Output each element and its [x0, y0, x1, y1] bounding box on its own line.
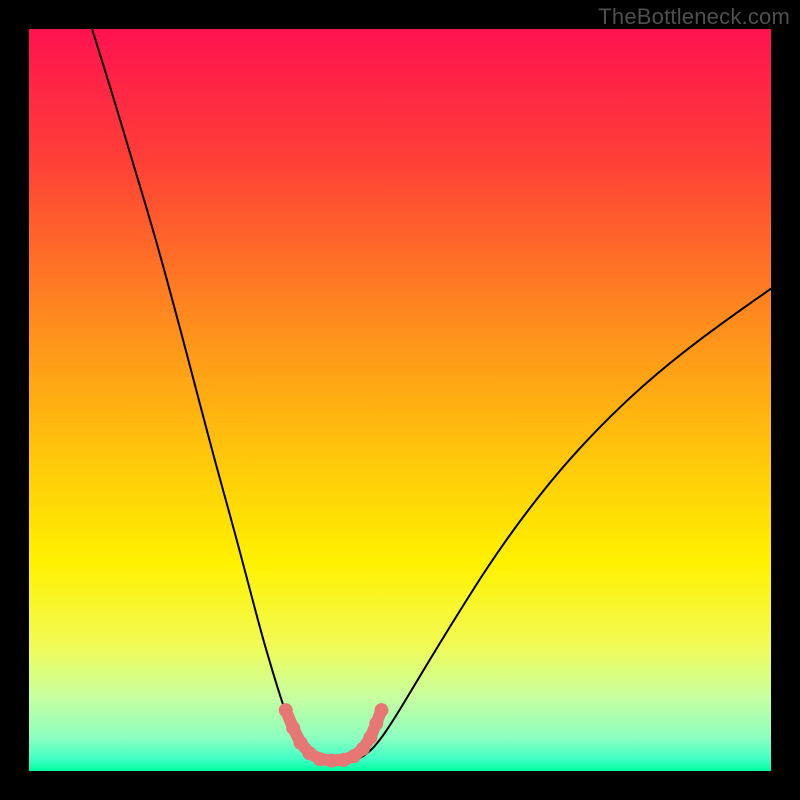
watermark-text: TheBottleneck.com	[598, 4, 790, 30]
chart-background	[29, 29, 771, 771]
chart-svg	[29, 29, 771, 771]
chart-plot-area	[29, 29, 771, 771]
